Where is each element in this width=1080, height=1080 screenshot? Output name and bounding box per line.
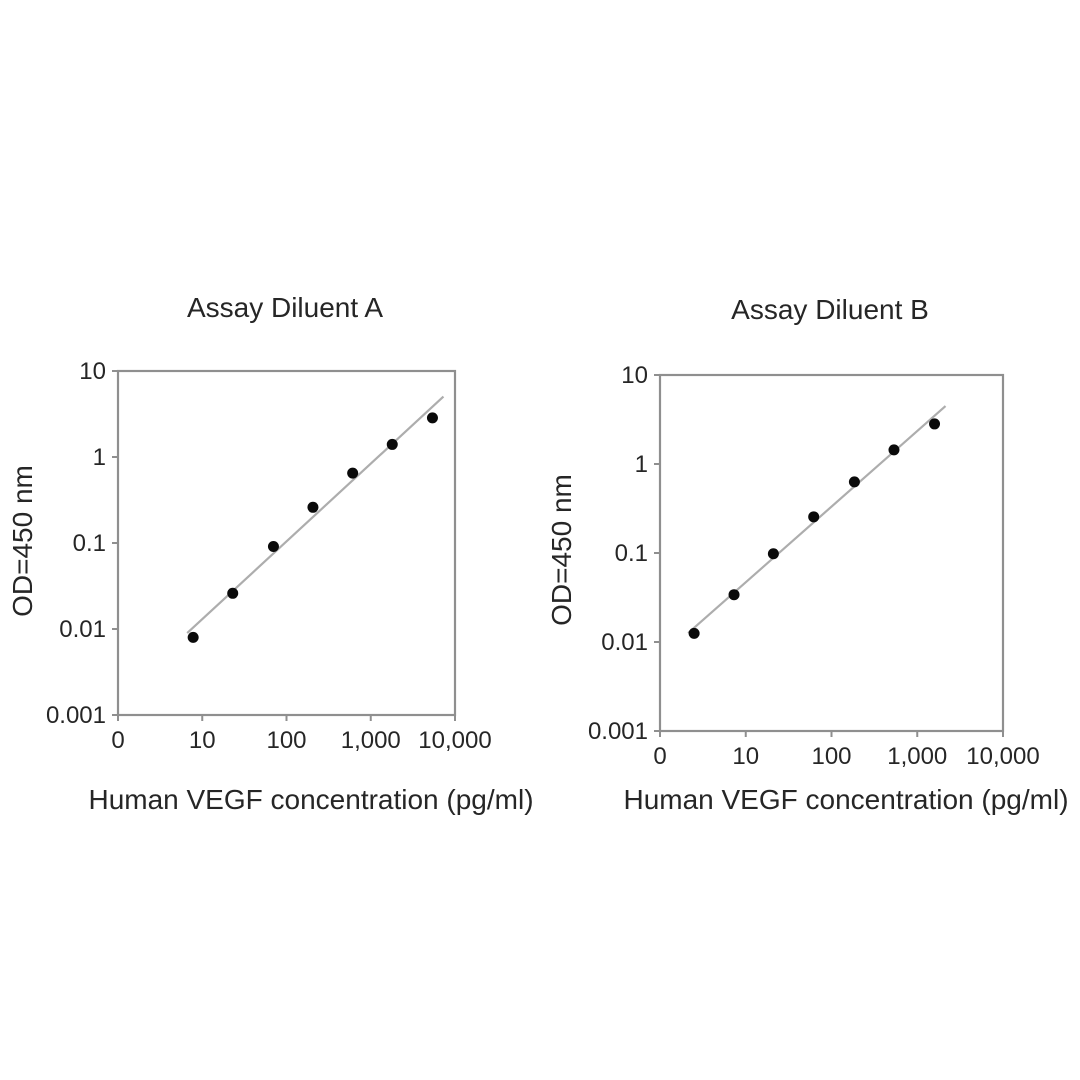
chart-b-x-tick-label: 1,000 xyxy=(887,743,947,770)
chart-b-x-tick-label: 100 xyxy=(811,743,851,770)
chart-b-data-point xyxy=(888,444,900,456)
chart-b-x-tick-label: 10,000 xyxy=(966,743,1039,770)
chart-b-data-point xyxy=(728,589,740,601)
chart-b-y-tick-label: 1 xyxy=(635,451,648,478)
chart-a-y-tick-label: 0.1 xyxy=(73,530,106,557)
chart-a-xaxis-label: Human VEGF concentration (pg/ml) xyxy=(88,784,534,815)
chart-a-plot-frame xyxy=(116,369,457,717)
chart-b-y-tick-label: 0.1 xyxy=(615,540,648,567)
chart-a-data-point xyxy=(227,587,239,599)
chart-a-x-tick-label: 10,000 xyxy=(418,727,491,754)
chart-a-data-point xyxy=(426,412,438,424)
chart-b-x-tick-label: 10 xyxy=(732,743,759,770)
chart-b-y-tick-label: 10 xyxy=(621,362,648,389)
chart-b-data-point xyxy=(848,476,860,488)
chart-b-data-point xyxy=(688,627,700,639)
chart-b-data-point xyxy=(767,548,779,560)
chart-a-x-tick-label: 100 xyxy=(266,727,306,754)
chart-a-data-point xyxy=(386,438,398,450)
chart-a-data-point xyxy=(347,467,359,479)
chart-a-title: Assay Diluent A xyxy=(186,292,384,323)
chart-b-data-point xyxy=(929,418,941,430)
chart-b-y-tick-label: 0.01 xyxy=(601,629,648,656)
chart-a-x-tick-label: 10 xyxy=(189,727,216,754)
chart-a-trendline xyxy=(186,395,445,634)
chart-a-x-tick-label: 0 xyxy=(111,727,124,754)
chart-a-data-point xyxy=(187,631,199,643)
chart-a-y-tick-label: 10 xyxy=(79,358,106,385)
chart-a-y-tick-label: 0.001 xyxy=(46,702,106,729)
chart-b-y-tick-label: 0.001 xyxy=(588,718,648,745)
chart-b-x-tick-label: 0 xyxy=(653,743,666,770)
chart-a-y-tick-label: 1 xyxy=(93,444,106,471)
chart-b-plot-frame xyxy=(658,373,1005,733)
chart-b-title: Assay Diluent B xyxy=(731,294,929,325)
chart-a-data-point xyxy=(307,501,319,513)
chart-b-data-point xyxy=(808,511,820,523)
chart-a-y-tick-label: 0.01 xyxy=(59,616,106,643)
chart-a-x-tick-label: 1,000 xyxy=(341,727,401,754)
chart-a-data-point xyxy=(267,541,279,553)
chart-b-xaxis-label: Human VEGF concentration (pg/ml) xyxy=(623,784,1069,815)
